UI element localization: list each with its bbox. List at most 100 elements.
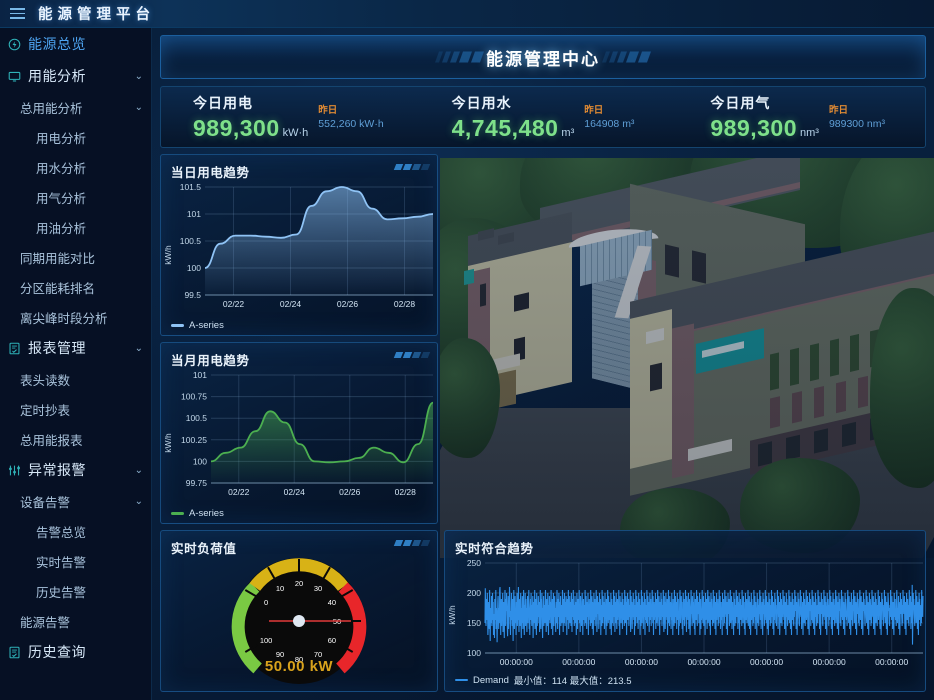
x-tick-label: 02/28: [395, 487, 417, 497]
legend-label: Demand: [473, 674, 509, 686]
sidebar-item-label: 用气分析: [36, 191, 87, 206]
sidebar-item-14[interactable]: 异常报警 ⌄: [0, 454, 151, 486]
center-banner: 能源管理中心: [160, 35, 926, 79]
x-tick-label: 02/22: [223, 299, 245, 309]
panel-corner-deco-icon: [393, 164, 431, 170]
x-tick-label: 00:00:00: [813, 657, 846, 667]
kpi-unit: kW·h: [282, 126, 309, 139]
kpi-prev-label: 昨日: [828, 105, 848, 116]
y-tick-label: 100.75: [181, 392, 207, 402]
sidebar-item-label: 能源告警: [20, 615, 71, 630]
y-axis-label: kW/h: [447, 605, 457, 625]
chevron-down-icon[interactable]: ⌄: [134, 495, 143, 507]
app-title: 能源管理平台: [38, 7, 155, 23]
sidebar-item-label: 报表管理: [28, 340, 86, 356]
sidebar-item-0[interactable]: 能源总览: [0, 28, 151, 60]
monitor-icon: [8, 70, 28, 83]
chevron-down-icon[interactable]: ⌄: [134, 342, 143, 354]
sidebar-item-2[interactable]: 总用能分析 ⌄: [0, 92, 151, 122]
kpi-unit: m³: [561, 126, 575, 139]
gauge-tick-label: 20: [295, 579, 303, 588]
panel-daily-electricity-trend: 当日用电趋势 99.5 100 100.5 101 101.5 02/22 02/24 02…: [160, 154, 438, 336]
y-tick-label: 100.5: [186, 413, 208, 423]
sidebar-item-20[interactable]: 历史查询: [0, 636, 151, 668]
banner-title: 能源管理中心: [486, 49, 600, 69]
load-gauge: 0102030405060708090100: [231, 558, 367, 684]
kpi-card-0: 今日用电 989,300 kW·h 昨日 552,260 kW·h: [161, 87, 416, 147]
gauge-tick-label: 10: [276, 584, 284, 593]
panel-title: 实时符合趋势: [455, 542, 534, 556]
kpi-prev-value: 989300 nm³: [828, 118, 885, 130]
sidebar-item-17[interactable]: 实时告警: [0, 546, 151, 576]
sidebar-item-3[interactable]: 用电分析: [0, 122, 151, 152]
sidebar-item-13[interactable]: 总用能报表: [0, 424, 151, 454]
y-tick-label: 100: [467, 648, 481, 658]
panel-month-electricity-trend: 当月用电趋势 99.75 100 100.25 100.5 100.75 101 02/2…: [160, 342, 438, 524]
sidebar-item-label: 用电分析: [36, 131, 87, 146]
sidebar-item-12[interactable]: 定时抄表: [0, 394, 151, 424]
sidebar-item-label: 设备告警: [20, 495, 71, 510]
y-tick-label: 250: [467, 558, 481, 568]
gauge-tick-label: 100: [260, 636, 273, 645]
sidebar-item-1[interactable]: 用能分析 ⌄: [0, 60, 151, 92]
panel-corner-deco-icon: [393, 352, 431, 358]
sidebar-item-label: 历史告警: [36, 585, 87, 600]
y-tick-label: 150: [467, 618, 481, 628]
kpi-value: 989,300: [710, 114, 797, 141]
x-tick-label: 02/28: [394, 299, 416, 309]
chevron-down-icon[interactable]: ⌄: [134, 464, 143, 476]
sidebar-item-5[interactable]: 用气分析: [0, 182, 151, 212]
y-tick-label: 200: [467, 588, 481, 598]
x-tick-label: 02/24: [284, 487, 306, 497]
x-tick-label: 02/26: [339, 487, 361, 497]
panel-corner-deco-icon: [393, 540, 431, 546]
sidebar-item-label: 分区能耗排名: [20, 281, 96, 296]
sidebar-item-9[interactable]: 离尖峰时段分析: [0, 302, 151, 332]
sidebar-item-label: 用水分析: [36, 161, 87, 176]
kpi-card-2: 今日用气 989,300 nm³ 昨日 989300 nm³: [670, 87, 925, 147]
x-tick-label: 00:00:00: [562, 657, 595, 667]
y-tick-label: 100.25: [181, 435, 207, 445]
sidebar-item-19[interactable]: 能源告警: [0, 606, 151, 636]
kpi-name: 今日用气: [710, 94, 771, 111]
sidebar-item-label: 总用能分析: [20, 101, 83, 116]
sidebar-item-7[interactable]: 同期用能对比: [0, 242, 151, 272]
gauge-tick-label: 70: [314, 650, 322, 659]
sidebar-item-18[interactable]: 历史告警: [0, 576, 151, 606]
sidebar-item-16[interactable]: 告警总览: [0, 516, 151, 546]
x-tick-label: 02/26: [337, 299, 359, 309]
sidebar-item-15[interactable]: 设备告警 ⌄: [0, 486, 151, 516]
sidebar-item-10[interactable]: 报表管理 ⌄: [0, 332, 151, 364]
month-line-chart: 99.75 100 100.25 100.5 100.75 101 02/22 02/24 0…: [163, 370, 434, 497]
gauge-tick-label: 80: [295, 655, 303, 664]
legend-label: A-series: [189, 320, 224, 331]
daily-line-chart: 99.5 100 100.5 101 101.5 02/22 02/24 02/26 02/2…: [163, 182, 434, 309]
hamburger-icon[interactable]: [0, 0, 34, 28]
kpi-name: 今日用水: [451, 94, 512, 111]
y-tick-label: 99.5: [184, 290, 201, 300]
sidebar-nav[interactable]: 能源总览 用能分析 ⌄ 总用能分析 ⌄ 用电分析用水分析用气分析用油分析同期用能对比 分区能…: [0, 28, 152, 700]
sidebar-item-label: 实时告警: [36, 555, 87, 570]
sidebar-item-4[interactable]: 用水分析: [0, 152, 151, 182]
panel-title: 当日用电趋势: [171, 166, 250, 180]
sidebar-item-6[interactable]: 用油分析: [0, 212, 151, 242]
report-icon: [8, 342, 28, 355]
chevron-down-icon[interactable]: ⌄: [134, 101, 143, 113]
kpi-value: 4,745,480: [451, 114, 559, 141]
chart-legend: A-series: [171, 508, 224, 519]
gauge-tick-label: 0: [264, 598, 268, 607]
legend-stats: 最小值：114 最大值：213.5: [513, 676, 632, 687]
building-3d-render: [440, 158, 934, 558]
panel-title: 当月用电趋势: [171, 354, 250, 368]
sidebar-item-8[interactable]: 分区能耗排名: [0, 272, 151, 302]
sidebar-item-label: 历史查询: [28, 644, 86, 660]
sidebar-item-label: 用油分析: [36, 221, 87, 236]
sidebar-item-label: 告警总览: [36, 525, 87, 540]
sidebar-item-label: 同期用能对比: [20, 251, 96, 266]
sidebar-item-11[interactable]: 表头读数: [0, 364, 151, 394]
sidebar-item-label: 总用能报表: [20, 433, 83, 448]
sidebar-item-label: 定时抄表: [20, 403, 71, 418]
gauge-value-text: 50.00 kW: [264, 658, 334, 675]
top-header: 能源管理平台: [0, 0, 934, 28]
chevron-down-icon[interactable]: ⌄: [134, 70, 143, 82]
